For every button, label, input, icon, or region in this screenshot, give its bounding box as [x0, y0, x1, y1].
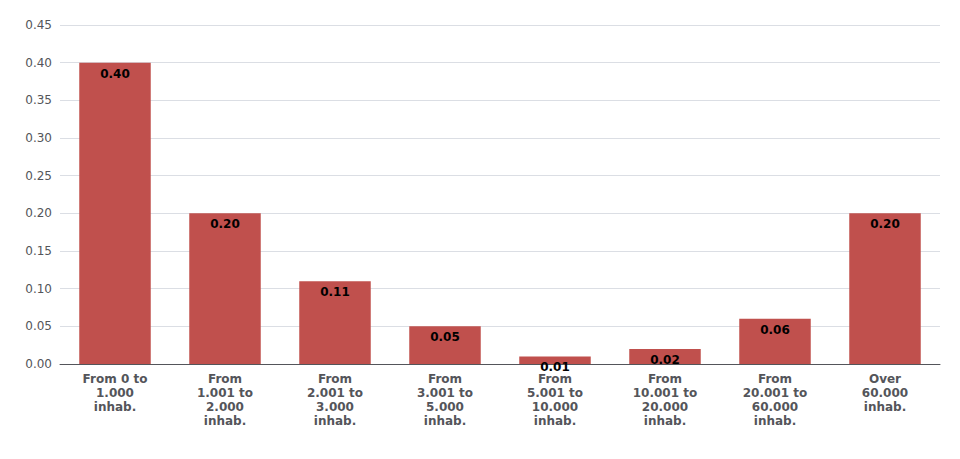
svg-text:2.000: 2.000: [206, 400, 244, 414]
svg-text:60.000: 60.000: [752, 400, 798, 414]
svg-text:5.001 to: 5.001 to: [527, 386, 583, 400]
svg-text:3.001 to: 3.001 to: [417, 386, 473, 400]
svg-text:0.25: 0.25: [25, 169, 52, 183]
svg-text:From: From: [648, 372, 682, 386]
svg-text:inhab.: inhab.: [864, 400, 906, 414]
svg-text:0.20: 0.20: [210, 217, 240, 231]
svg-text:0.20: 0.20: [870, 217, 900, 231]
svg-text:0.40: 0.40: [100, 67, 130, 81]
svg-text:5.000: 5.000: [426, 400, 464, 414]
svg-text:20.001 to: 20.001 to: [743, 386, 807, 400]
svg-text:inhab.: inhab.: [424, 414, 466, 428]
svg-text:1.000: 1.000: [96, 386, 134, 400]
svg-text:2.001 to: 2.001 to: [307, 386, 363, 400]
svg-text:0.30: 0.30: [25, 131, 52, 145]
svg-text:0.10: 0.10: [25, 282, 52, 296]
svg-text:inhab.: inhab.: [644, 414, 686, 428]
svg-text:20.000: 20.000: [642, 400, 688, 414]
svg-text:0.02: 0.02: [650, 353, 680, 367]
svg-text:3.000: 3.000: [316, 400, 354, 414]
svg-text:From: From: [537, 372, 573, 386]
svg-text:From: From: [318, 372, 352, 386]
svg-text:inhab.: inhab.: [754, 414, 796, 428]
svg-text:From 0 to: From 0 to: [83, 372, 148, 386]
svg-text:60.000: 60.000: [862, 386, 908, 400]
svg-text:0.06: 0.06: [760, 323, 790, 337]
svg-text:0.00: 0.00: [25, 357, 52, 371]
svg-text:inhab.: inhab.: [314, 414, 356, 428]
svg-text:10.001 to: 10.001 to: [633, 386, 697, 400]
svg-text:inhab.: inhab.: [534, 414, 576, 428]
svg-text:0.05: 0.05: [430, 330, 460, 344]
svg-text:inhab.: inhab.: [94, 400, 136, 414]
svg-text:Over: Over: [869, 372, 901, 386]
svg-text:0.35: 0.35: [25, 93, 52, 107]
svg-text:0.01: 0.01: [540, 360, 570, 374]
svg-text:0.15: 0.15: [25, 244, 52, 258]
svg-text:0.40: 0.40: [25, 56, 52, 70]
svg-text:0.11: 0.11: [320, 285, 350, 299]
svg-text:0.45: 0.45: [25, 18, 52, 32]
svg-text:inhab.: inhab.: [204, 414, 246, 428]
svg-text:10.000: 10.000: [532, 400, 578, 414]
svg-text:From: From: [758, 372, 792, 386]
svg-text:From: From: [428, 372, 462, 386]
svg-text:0.05: 0.05: [25, 319, 52, 333]
svg-text:From: From: [208, 372, 242, 386]
svg-text:1.001 to: 1.001 to: [197, 386, 253, 400]
svg-text:0.20: 0.20: [25, 206, 52, 220]
